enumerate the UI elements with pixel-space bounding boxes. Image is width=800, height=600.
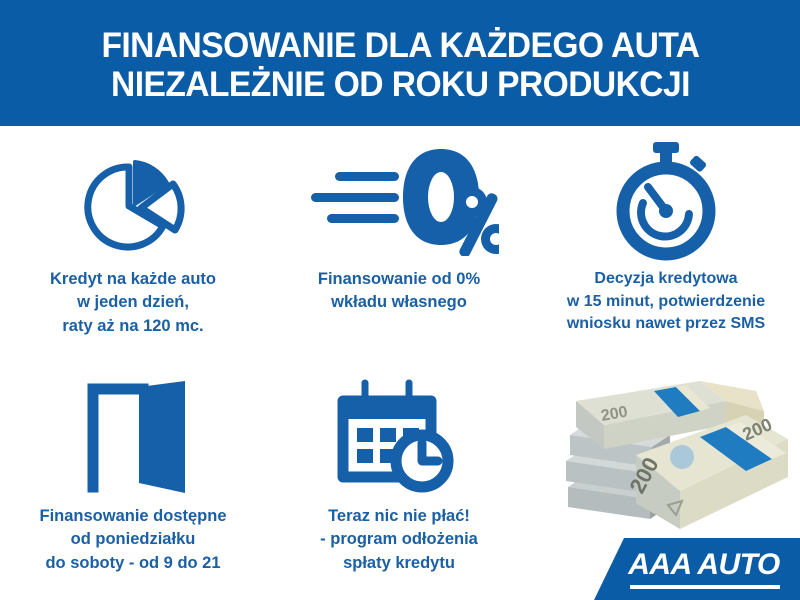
money-bundles-photo: 200 200 200 [566, 381, 788, 529]
feature-card-credit: Kredyt na każde auto w jeden dzień, raty… [0, 126, 266, 363]
header-title-line-2: NIEZALEŻNIE OD ROKU PRODUKCJI [110, 65, 690, 104]
logo-underline [630, 584, 780, 589]
caption-line: od poniedziałku [70, 530, 196, 549]
caption-line: wkładu własnego [331, 293, 467, 312]
caption-line: do soboty - od 9 do 21 [45, 553, 221, 572]
feature-caption-opening-hours: Finansowanie dostępne od poniedziałku do… [39, 505, 226, 575]
header-banner: FINANSOWANIE DLA KAŻDEGO AUTA NIEZALEŻNI… [0, 0, 800, 126]
feature-card-decision-time: Decyzja kredytowa w 15 minut, potwierdze… [532, 126, 800, 363]
caption-line: Finansowanie dostępne [39, 507, 227, 525]
caption-line: Teraz nic nie płać! [328, 507, 470, 525]
stopwatch-icon [607, 140, 725, 262]
caption-line: raty aż na 120 mc. [62, 316, 204, 335]
feature-card-deferred-payment: Teraz nic nie płać! - program odłożenia … [266, 363, 532, 600]
calendar-clock-icon [335, 377, 463, 499]
header-title-line-1: FINANSOWANIE DLA KAŻDEGO AUTA [100, 25, 700, 65]
caption-line: - program odłożenia [320, 530, 478, 549]
feature-caption-decision-time: Decyzja kredytowa w 15 minut, potwierdze… [567, 268, 765, 336]
caption-line: w jeden dzień, [77, 293, 189, 312]
open-door-icon [71, 377, 196, 499]
aaa-auto-logo-text: AAA AUTO [628, 547, 780, 581]
caption-line: w 15 minut, potwierdzenie [566, 292, 766, 310]
svg-text:200: 200 [600, 404, 629, 425]
feature-caption-credit: Kredyt na każde auto w jeden dzień, raty… [50, 268, 216, 338]
caption-line: Kredyt na każde auto [50, 270, 216, 288]
feature-caption-zero-percent: Finansowanie od 0% wkładu własnego [318, 268, 480, 315]
aaa-auto-logo[interactable]: AAA AUTO [594, 538, 800, 600]
caption-line: wniosku nawet przez SMS [566, 315, 766, 333]
pie-chart-icon [72, 140, 194, 262]
caption-line: spłaty kredytu [343, 553, 455, 572]
zero-percent-speed-icon [299, 140, 499, 262]
feature-card-zero-percent: Finansowanie od 0% wkładu własnego [266, 126, 532, 363]
feature-grid: Kredyt na każde auto w jeden dzień, raty… [0, 126, 800, 600]
caption-line: Decyzja kredytowa [594, 270, 738, 287]
feature-card-opening-hours: Finansowanie dostępne od poniedziałku do… [0, 363, 266, 600]
money-photo-cell: 200 200 200 [532, 363, 800, 600]
caption-line: Finansowanie od 0% [317, 270, 481, 288]
feature-caption-deferred-payment: Teraz nic nie płać! - program odłożenia … [320, 505, 478, 575]
